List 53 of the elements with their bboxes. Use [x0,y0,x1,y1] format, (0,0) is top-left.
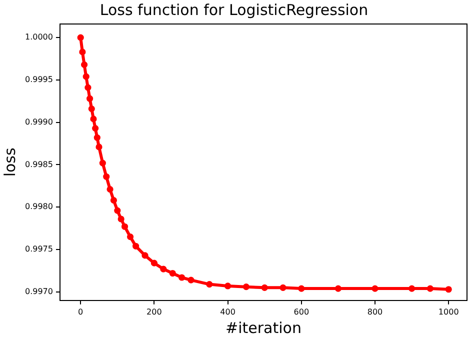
point [126,234,134,240]
point [372,285,378,292]
y-axis-title: loss [0,148,19,177]
point [280,284,286,291]
point [188,276,194,284]
point [169,270,176,277]
x-tick-label: 400 [220,307,236,316]
point [90,116,97,122]
point [86,95,94,102]
y-tick-label: 0.9970 [24,287,53,296]
point [80,61,88,68]
x-tick-label: 1000 [438,307,459,316]
point [92,124,99,132]
point [82,73,90,80]
point [114,207,121,214]
point [96,144,102,150]
y-tick-label: 0.9985 [24,160,53,169]
point [110,197,118,204]
point [106,186,114,193]
point [408,285,416,292]
chart-title: Loss function for LogisticRegression [100,0,368,19]
point [445,286,452,293]
point [150,260,158,266]
point [88,105,95,112]
y-tick-label: 0.9995 [24,75,53,84]
point [261,284,268,291]
point [132,242,140,250]
x-axis-title: #iteration [226,318,302,337]
point [426,285,434,292]
point [94,134,100,141]
point [77,34,84,41]
x-tick-label: 0 [78,307,84,316]
point [84,84,92,91]
y-tick-label: 0.9975 [24,244,53,254]
point [79,48,86,56]
x-tick-label: 200 [146,307,162,316]
point [242,284,250,290]
x-tick-label: 800 [367,307,383,316]
point [142,252,148,259]
y-tick-label: 0.9990 [24,117,53,126]
y-tick-label: 1.0000 [24,32,53,42]
point [99,160,106,166]
point [224,282,232,290]
x-tick-label: 600 [294,307,310,316]
point [298,285,305,292]
point [178,274,186,281]
point [103,173,110,180]
point [334,285,342,292]
point [118,216,124,222]
point [206,280,213,288]
point [160,266,167,272]
point [121,223,128,230]
y-tick-label: 0.9980 [24,202,53,212]
